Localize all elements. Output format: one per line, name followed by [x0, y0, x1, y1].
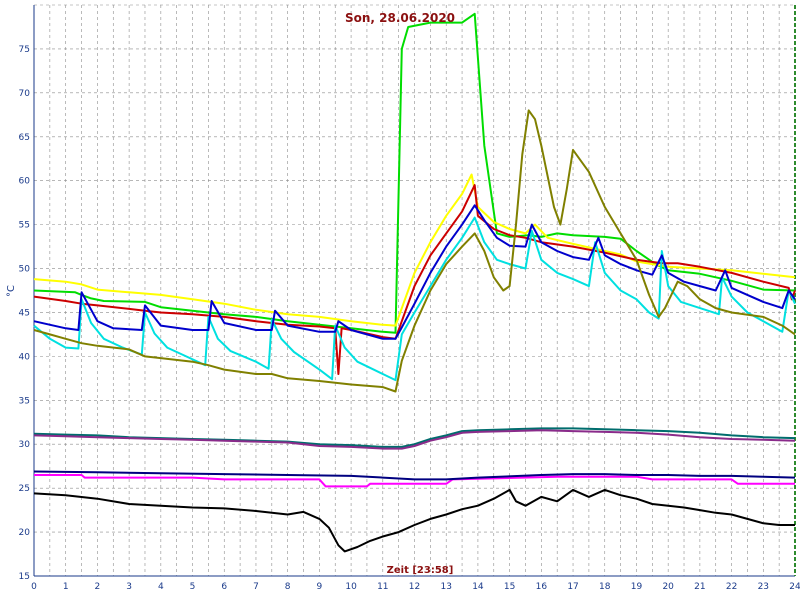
y-tick-label: 30: [19, 440, 31, 450]
x-tick-label: 18: [599, 582, 611, 592]
y-tick-label: 45: [19, 308, 30, 318]
x-tick-label: 6: [221, 582, 227, 592]
series-line-3: [33, 184, 796, 375]
y-tick-label: 65: [19, 133, 30, 143]
y-tick-label: 15: [19, 572, 30, 582]
x-tick-label: 15: [504, 582, 515, 592]
x-tick-label: 1: [63, 582, 69, 592]
x-tick-label: 19: [631, 582, 643, 592]
x-tick-label: 7: [253, 582, 259, 592]
x-tick-label: 9: [317, 582, 323, 592]
grid-layer: [33, 4, 796, 577]
x-tick-label: 5: [190, 582, 196, 592]
tick-layer: 0 1 2 3 4 5 6 7 8 9 10 11 12 13 14 15 16 17 18 19 20 21 22 23 24…: [19, 45, 800, 592]
x-tick-label: 8: [285, 582, 291, 592]
series-line-10: [33, 470, 796, 481]
x-tick-label: 2: [95, 582, 101, 592]
y-tick-label: 60: [19, 177, 31, 187]
y-tick-label: 25: [19, 484, 30, 494]
x-tick-label: 3: [126, 582, 132, 592]
y-tick-label: 40: [19, 352, 31, 362]
x-tick-label: 0: [31, 582, 37, 592]
y-tick-label: 20: [19, 528, 31, 538]
x-tick-label: 14: [472, 582, 484, 592]
series-line-1: [33, 12, 796, 334]
x-tick-label: 13: [440, 582, 451, 592]
x-tick-label: 16: [536, 582, 548, 592]
series-line-6: [33, 109, 796, 393]
chart-title: Son, 28.06.2020: [345, 11, 455, 25]
y-axis-label: °C: [6, 285, 17, 297]
series-line-11: [33, 488, 795, 553]
y-tick-label: 75: [19, 45, 30, 55]
y-tick-label: 50: [19, 265, 31, 275]
y-tick-label: 55: [19, 221, 30, 231]
series-line-8: [33, 429, 796, 450]
x-tick-label: 21: [694, 582, 705, 592]
series-line-4: [33, 216, 796, 382]
x-tick-label: 11: [377, 582, 388, 592]
series-line-5: [33, 204, 796, 340]
x-tick-label: 12: [409, 582, 420, 592]
series-line-9: [34, 474, 795, 488]
series-layer: [33, 12, 796, 553]
x-tick-label: 4: [158, 582, 164, 592]
x-tick-label: 22: [726, 582, 737, 592]
x-tick-label: 17: [567, 582, 578, 592]
x-tick-label: 23: [758, 582, 769, 592]
y-tick-label: 70: [19, 89, 31, 99]
x-tick-label: 10: [345, 582, 357, 592]
x-axis-label: Zeit [23:58]: [387, 565, 454, 576]
x-tick-label: 20: [662, 582, 674, 592]
y-tick-label: 35: [19, 396, 30, 406]
x-tick-label: 24: [789, 582, 800, 592]
